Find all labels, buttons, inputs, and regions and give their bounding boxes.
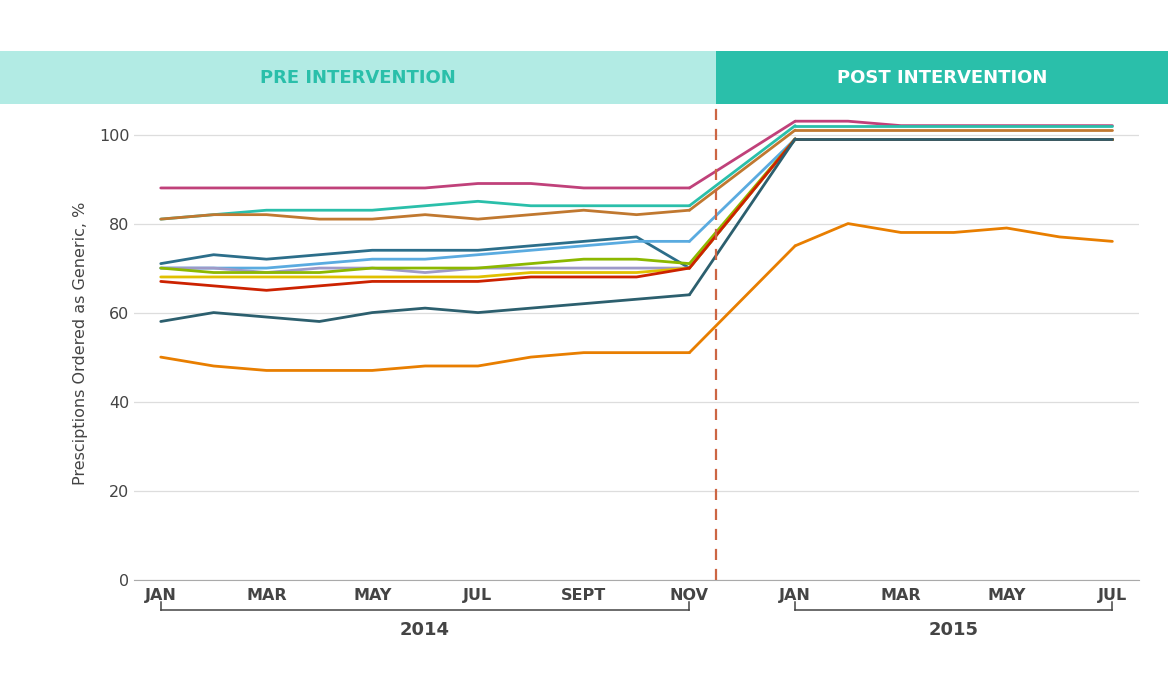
Text: 2015: 2015 [929, 621, 979, 639]
Text: POST INTERVENTION: POST INTERVENTION [836, 69, 1048, 86]
Text: 2014: 2014 [401, 621, 450, 639]
Text: PRE INTERVENTION: PRE INTERVENTION [260, 69, 456, 86]
Y-axis label: Presciptions Ordered as Generic, %: Presciptions Ordered as Generic, % [72, 202, 88, 485]
